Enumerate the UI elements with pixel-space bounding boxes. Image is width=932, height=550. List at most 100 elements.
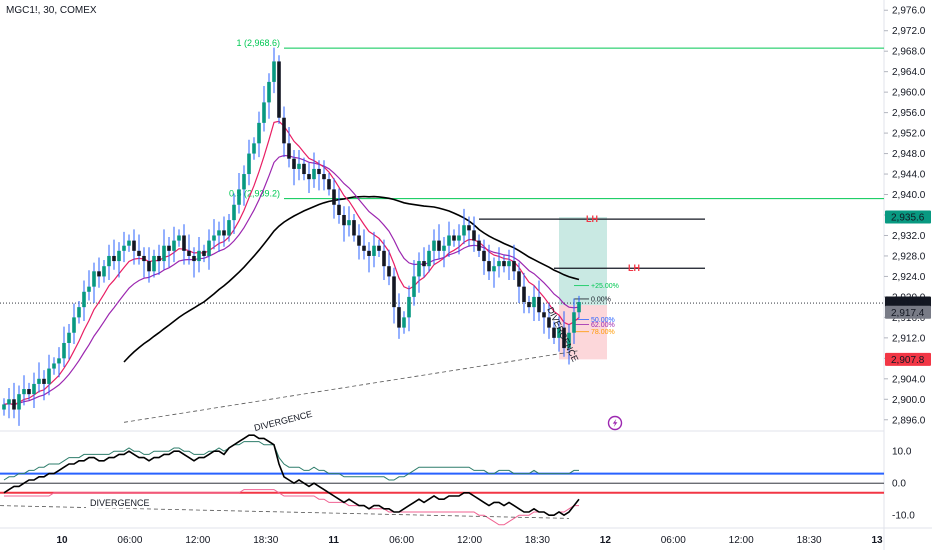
candle-body: [87, 286, 91, 292]
price-tick-label: 2,900.0: [892, 395, 926, 406]
candle-body: [72, 317, 76, 333]
time-axis[interactable]: 10 06:00 12:00 18:30 11 06:00 12:00 18:30 12 06:0…: [56, 535, 883, 546]
candle-body: [262, 102, 266, 123]
candle-body: [497, 261, 501, 267]
candle-body: [352, 220, 356, 236]
candle-body: [297, 163, 301, 169]
candle-body: [402, 317, 406, 328]
candle-body: [512, 261, 516, 272]
candle-body: [37, 378, 41, 384]
candle-body: [387, 266, 391, 277]
candle-body: [117, 250, 121, 262]
candle-body: [107, 255, 111, 267]
small-fib-label: 78.00%: [591, 329, 615, 336]
candle-body: [32, 383, 36, 395]
candle-body: [22, 389, 26, 395]
small-fib-label: +25.00%: [591, 283, 619, 290]
candle-body: [202, 250, 206, 256]
lightning-icon[interactable]: [607, 415, 623, 431]
osc-tick-label: 0.0: [892, 479, 906, 490]
candle-body: [322, 174, 326, 180]
candle-body: [312, 168, 316, 180]
candle-body: [232, 204, 236, 221]
candle-body: [237, 189, 241, 205]
candle-body: [212, 235, 216, 241]
candle-body: [147, 261, 151, 272]
candle-body: [267, 81, 271, 103]
candle-body: [137, 250, 141, 256]
price-badge-label: 2,917.4: [891, 308, 925, 319]
candle-body: [82, 291, 86, 308]
candle-body: [162, 245, 166, 262]
time-tick-label: 18:30: [525, 535, 550, 546]
time-tick-label: 18:30: [253, 535, 278, 546]
price-tick-label: 2,968.0: [892, 47, 926, 58]
level-lines-group: 1 (2,968.6) 0.5 (2,939.2) LH LH +25.00% 0.00%…: [0, 38, 884, 336]
candle-body: [182, 235, 186, 251]
osc-divergence-label: DIVERGENCE: [90, 498, 150, 508]
time-tick-label: 12:00: [457, 535, 482, 546]
small-fib-label: 50.00%: [591, 317, 615, 324]
candle-body: [372, 245, 376, 256]
osc-tick-label: -10.0: [892, 511, 915, 522]
osc-tick-label: 10.0: [892, 447, 912, 458]
price-tick-label: 2,940.0: [892, 190, 926, 201]
price-pane[interactable]: [0, 0, 884, 430]
candle-body: [437, 240, 441, 251]
time-tick-label: 06:00: [117, 535, 142, 546]
candle-body: [242, 174, 246, 190]
long-moving-average: [123, 195, 580, 363]
oscillator-axis[interactable]: 10.0 0.0 -10.0: [892, 447, 915, 522]
time-tick-label: 12:00: [729, 535, 754, 546]
candle-body: [422, 261, 426, 267]
candle-body: [187, 250, 191, 256]
candle-body: [357, 235, 361, 246]
stop-zone[interactable]: [559, 305, 607, 360]
price-tick-label: 2,944.0: [892, 170, 926, 181]
candle-body: [217, 230, 221, 236]
price-badge: [885, 352, 931, 366]
candle-body: [337, 204, 341, 215]
candle-body: [492, 266, 496, 272]
price-tick-label: 2,956.0: [892, 108, 926, 119]
price-tick-label: 2,964.0: [892, 67, 926, 78]
candle-body: [112, 255, 116, 262]
candle-body: [572, 312, 576, 333]
candle-body: [417, 261, 421, 277]
candle-body: [432, 240, 436, 251]
price-tick-label: 2,976.0: [892, 6, 926, 17]
candle-body: [142, 255, 146, 262]
candle-body: [62, 342, 66, 359]
candle-body: [577, 302, 581, 313]
candle-body: [152, 255, 156, 272]
price-tick-label: 2,932.0: [892, 231, 926, 242]
price-badge-label: 2,907.8: [891, 355, 925, 366]
price-badge-label: 2,935.6: [891, 213, 925, 224]
target-zone[interactable]: [559, 217, 607, 306]
candle-body: [2, 404, 6, 410]
price-badge: [885, 305, 931, 319]
candle-body: [42, 378, 46, 384]
candle-body: [67, 332, 71, 343]
candle-body: [257, 122, 261, 144]
candle-body: [292, 158, 296, 169]
candle-body: [207, 240, 211, 256]
candle-body: [452, 235, 456, 241]
candle-body: [227, 220, 231, 236]
candle-body: [447, 235, 451, 246]
candle-body: [172, 240, 176, 251]
candle-body: [157, 255, 161, 262]
lower-high-label: LH: [628, 263, 640, 273]
candle-body: [502, 261, 506, 267]
candle-body: [567, 332, 571, 349]
candle-body: [192, 255, 196, 262]
osc-signal-line: [3, 441, 579, 481]
price-tick-label: 2,960.0: [892, 88, 926, 99]
candle-body: [77, 307, 81, 318]
candle-body: [522, 286, 526, 303]
candle-body: [197, 250, 201, 262]
oscillator-pane[interactable]: [0, 432, 884, 528]
osc-slow-line: [4, 489, 579, 526]
moving-averages-group: [3, 120, 580, 406]
